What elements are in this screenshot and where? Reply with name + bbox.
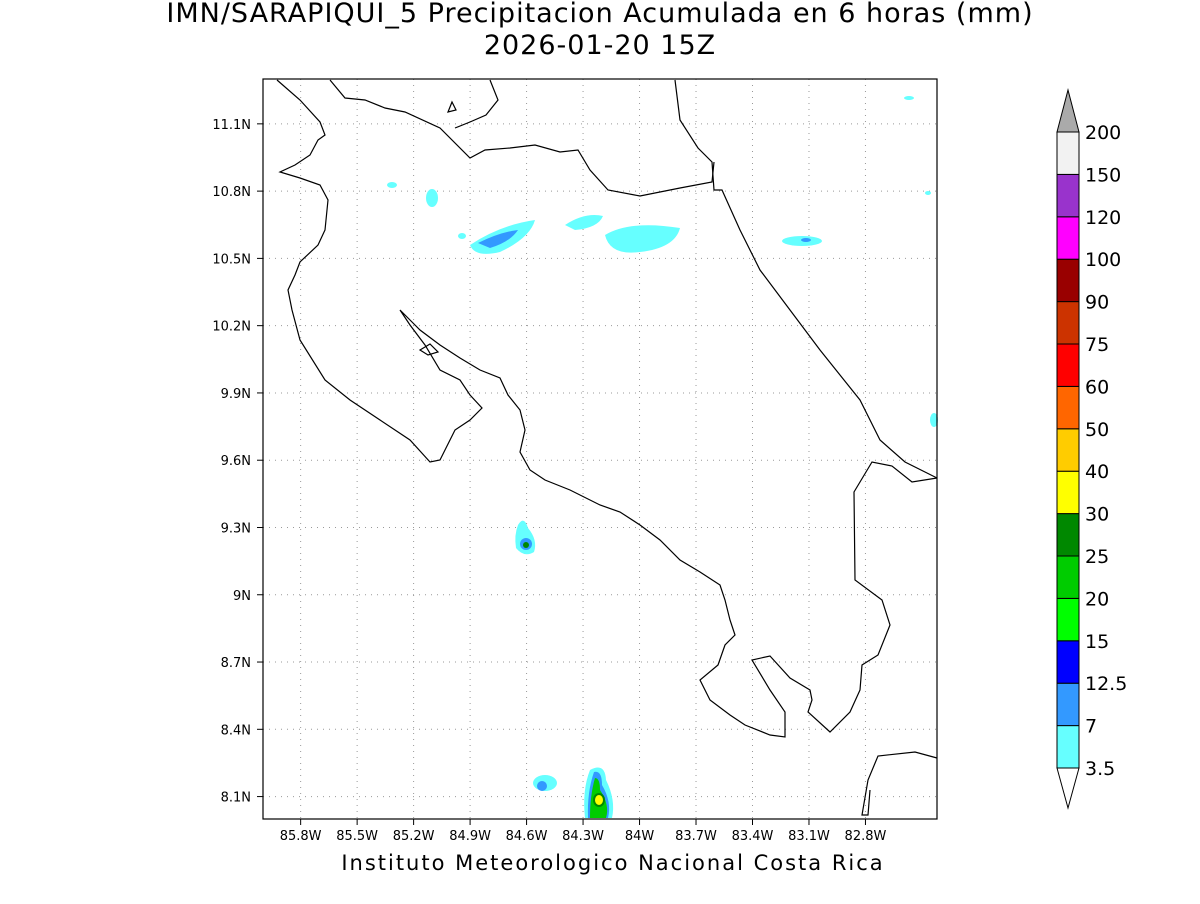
- subtitle: 2026-01-20 15Z: [484, 30, 716, 61]
- colorbar-box: [1056, 555, 1080, 599]
- x-tick-label: 83.7W: [675, 829, 717, 844]
- colorbar-label: 50: [1085, 419, 1109, 441]
- x-tick-label: 84.3W: [562, 829, 604, 844]
- precipitation: [387, 96, 938, 818]
- colorbar-box: [1056, 597, 1080, 642]
- colorbar-box: [1056, 343, 1080, 387]
- colorbar-label: 200: [1085, 122, 1121, 144]
- coastline: [276, 79, 938, 816]
- x-tick-label: 85.5W: [336, 829, 378, 844]
- x-tick-label: 84.9W: [449, 829, 491, 844]
- colorbar-label: 40: [1085, 461, 1109, 483]
- x-tick-label: 84W: [625, 829, 655, 844]
- colorbar-box: [1056, 173, 1080, 218]
- x-tick-label: 84.6W: [506, 829, 548, 844]
- colorbar-box: [1056, 682, 1080, 727]
- colorbar-label: 90: [1085, 292, 1109, 314]
- title: IMN/SARAPIQUI_5 Precipitacion Acumulada …: [166, 0, 1033, 29]
- y-tick-label: 8.7N: [221, 656, 251, 671]
- colorbar-box: [1056, 640, 1080, 684]
- colorbar-label: 120: [1085, 207, 1121, 229]
- colorbar-above: [1056, 88, 1080, 133]
- colorbar-label: 15: [1085, 631, 1109, 653]
- colorbar-box: [1056, 131, 1080, 175]
- y-tick-label: 9.9N: [221, 387, 251, 402]
- y-tick-label: 10.5N: [212, 252, 251, 267]
- colorbar-label: 3.5: [1085, 758, 1115, 780]
- colorbar-label: 12.5: [1085, 673, 1127, 695]
- colorbar-label: 100: [1085, 249, 1121, 271]
- colorbar-label: 25: [1085, 546, 1109, 568]
- footer: Instituto Meteorologico Nacional Costa R…: [341, 851, 884, 875]
- colorbar-box: [1056, 216, 1080, 260]
- colorbar-box: [1056, 513, 1080, 557]
- colorbar-label: 30: [1085, 504, 1109, 526]
- colorbar-below: [1056, 767, 1080, 810]
- colorbar-label: 60: [1085, 376, 1109, 398]
- colorbar-box: [1056, 725, 1080, 769]
- y-tick-label: 8.4N: [221, 723, 251, 738]
- x-tick-label: 85.8W: [280, 829, 322, 844]
- x-tick-label: 83.4W: [732, 829, 774, 844]
- y-tick-label: 10.8N: [212, 185, 251, 200]
- map-frame: [262, 78, 938, 820]
- colorbar-box: [1056, 258, 1080, 303]
- colorbar-label: 7: [1085, 716, 1097, 738]
- colorbar-label: 20: [1085, 588, 1109, 610]
- y-tick-label: 9N: [233, 589, 251, 604]
- colorbar-box: [1056, 470, 1080, 515]
- colorbar-label: 75: [1085, 334, 1109, 356]
- y-tick-label: 10.2N: [212, 320, 251, 335]
- colorbar-box: [1056, 301, 1080, 345]
- y-tick-label: 9.3N: [221, 521, 251, 536]
- x-tick-label: 85.2W: [393, 829, 435, 844]
- y-tick-label: 9.6N: [221, 454, 251, 469]
- y-tick-label: 8.1N: [221, 791, 251, 806]
- x-tick-label: 82.8W: [845, 829, 887, 844]
- x-tick-label: 83.1W: [788, 829, 830, 844]
- colorbar-box: [1056, 385, 1080, 430]
- colorbar-label: 150: [1085, 164, 1121, 186]
- colorbar-box: [1056, 428, 1080, 472]
- y-tick-label: 11.1N: [212, 118, 251, 133]
